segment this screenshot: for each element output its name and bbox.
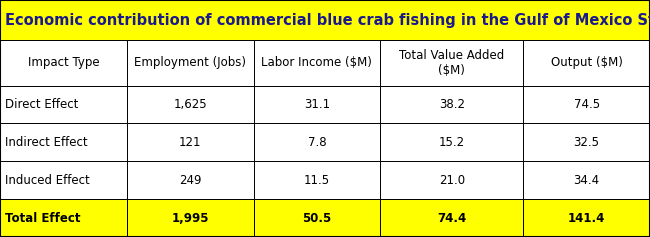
Bar — [380, 40, 523, 86]
Bar — [127, 199, 254, 237]
Text: Total Effect: Total Effect — [5, 212, 81, 225]
Bar — [523, 40, 650, 86]
Bar — [254, 199, 380, 237]
Text: 121: 121 — [179, 136, 202, 149]
Text: Total Value Added
($M): Total Value Added ($M) — [399, 49, 504, 77]
Bar — [523, 161, 650, 199]
Text: 31.1: 31.1 — [304, 98, 330, 111]
Text: Induced Effect: Induced Effect — [5, 174, 90, 187]
Bar — [0, 86, 127, 123]
Text: Economic contribution of commercial blue crab fishing in the Gulf of Mexico Stat: Economic contribution of commercial blue… — [5, 13, 650, 28]
Text: 249: 249 — [179, 174, 202, 187]
Bar — [380, 86, 523, 123]
Text: 74.5: 74.5 — [573, 98, 600, 111]
Text: Output ($M): Output ($M) — [551, 56, 623, 69]
Bar — [0, 123, 127, 161]
Bar — [254, 40, 380, 86]
Bar — [127, 123, 254, 161]
Text: 21.0: 21.0 — [439, 174, 465, 187]
Text: 32.5: 32.5 — [573, 136, 599, 149]
Bar — [523, 86, 650, 123]
Bar — [523, 123, 650, 161]
Text: 74.4: 74.4 — [437, 212, 466, 225]
Text: 7.8: 7.8 — [307, 136, 326, 149]
Bar — [523, 199, 650, 237]
Text: Impact Type: Impact Type — [27, 56, 99, 69]
Text: 38.2: 38.2 — [439, 98, 465, 111]
Bar — [380, 199, 523, 237]
Text: 15.2: 15.2 — [439, 136, 465, 149]
Bar — [254, 161, 380, 199]
Bar — [254, 123, 380, 161]
Text: 1,995: 1,995 — [172, 212, 209, 225]
Bar — [0, 40, 127, 86]
Text: Direct Effect: Direct Effect — [5, 98, 79, 111]
Text: Labor Income ($M): Labor Income ($M) — [261, 56, 372, 69]
Bar — [380, 161, 523, 199]
Text: 34.4: 34.4 — [573, 174, 600, 187]
Bar — [127, 86, 254, 123]
Bar — [380, 123, 523, 161]
Bar — [254, 86, 380, 123]
Text: 1,625: 1,625 — [174, 98, 207, 111]
Text: 50.5: 50.5 — [302, 212, 332, 225]
Bar — [0, 0, 650, 40]
Text: 141.4: 141.4 — [568, 212, 605, 225]
Bar — [0, 199, 127, 237]
Bar — [127, 161, 254, 199]
Text: Indirect Effect: Indirect Effect — [5, 136, 88, 149]
Bar — [0, 161, 127, 199]
Bar — [127, 40, 254, 86]
Text: Employment (Jobs): Employment (Jobs) — [134, 56, 246, 69]
Text: 11.5: 11.5 — [304, 174, 330, 187]
